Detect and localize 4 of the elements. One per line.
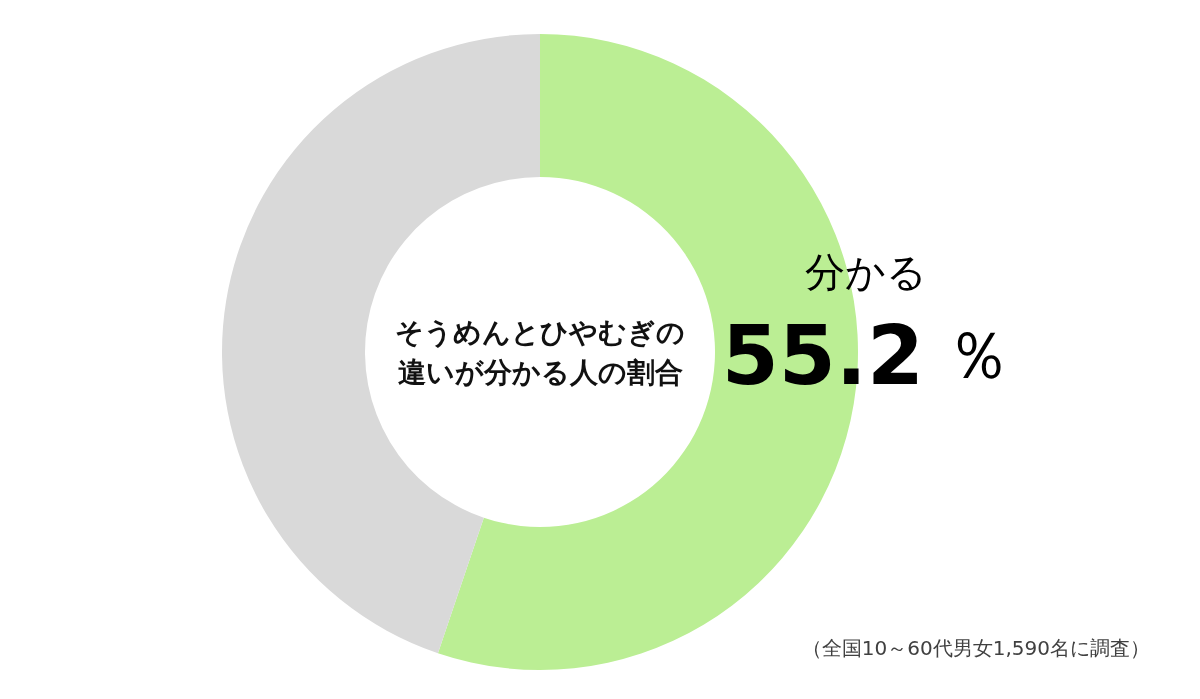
slice-label: 分かる (805, 249, 928, 296)
text: そうめんとひやむぎの違いが分かる人の割合 (395, 315, 685, 389)
data-label: 55.2 ％ (721, 307, 1011, 403)
text: （全国10～60代男女1,590名に調査） (801, 636, 1150, 660)
